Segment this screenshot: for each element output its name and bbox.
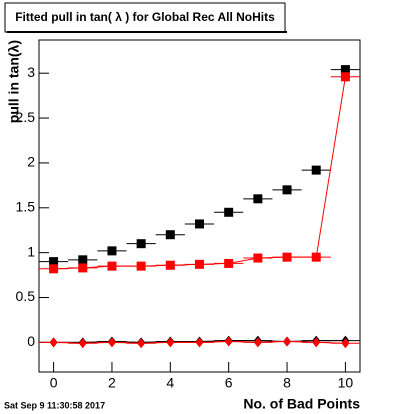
x-tick-label: 2: [108, 375, 116, 391]
marker: [282, 252, 292, 262]
y-tick-label: 0.5: [16, 288, 36, 304]
marker: [224, 258, 234, 268]
y-tick-label: 2: [27, 154, 35, 170]
marker: [340, 65, 350, 75]
x-tick-label: 0: [50, 375, 58, 391]
marker: [253, 253, 263, 263]
marker: [224, 336, 233, 347]
y-tick-label: 2.5: [16, 109, 36, 125]
x-tick-label: 4: [166, 375, 174, 391]
x-tick-label: 6: [225, 375, 233, 391]
marker: [107, 246, 117, 256]
marker: [311, 165, 321, 175]
x-axis-title: No. of Bad Points: [243, 396, 360, 412]
marker: [107, 261, 117, 271]
marker: [78, 255, 88, 265]
x-tick-label: 8: [283, 375, 291, 391]
marker: [49, 264, 59, 274]
y-axis-title: pull in tan(λ): [6, 40, 22, 123]
marker: [282, 185, 292, 195]
frame: [38, 39, 361, 373]
marker: [166, 337, 175, 348]
marker: [312, 337, 321, 348]
marker: [137, 338, 146, 349]
marker: [224, 207, 234, 217]
marker: [253, 337, 262, 348]
title-box: [4, 2, 286, 33]
marker: [195, 337, 204, 348]
marker: [136, 261, 146, 271]
y-tick-label: 0: [27, 333, 35, 349]
marker: [107, 337, 116, 348]
marker: [195, 259, 204, 269]
marker: [311, 252, 321, 262]
footer-date: Sat Sep 9 11:30:58 2017: [4, 400, 105, 410]
marker: [283, 336, 292, 347]
y-tick-label: 3: [27, 64, 35, 80]
marker: [49, 257, 59, 267]
y-tick-label: 1: [27, 243, 35, 259]
chart-title: Fitted pull in tan( λ ) for Global Rec A…: [15, 10, 275, 24]
marker: [165, 230, 175, 240]
x-tick-label: 10: [338, 375, 354, 391]
marker: [78, 263, 88, 273]
marker: [78, 338, 87, 349]
title-shadow: [7, 31, 287, 33]
marker: [136, 239, 146, 249]
marker: [341, 338, 350, 349]
marker: [49, 337, 58, 348]
marker: [195, 219, 204, 229]
y-tick-label: 1.5: [16, 198, 36, 214]
marker: [165, 260, 175, 270]
marker: [340, 72, 350, 82]
marker: [253, 194, 263, 204]
